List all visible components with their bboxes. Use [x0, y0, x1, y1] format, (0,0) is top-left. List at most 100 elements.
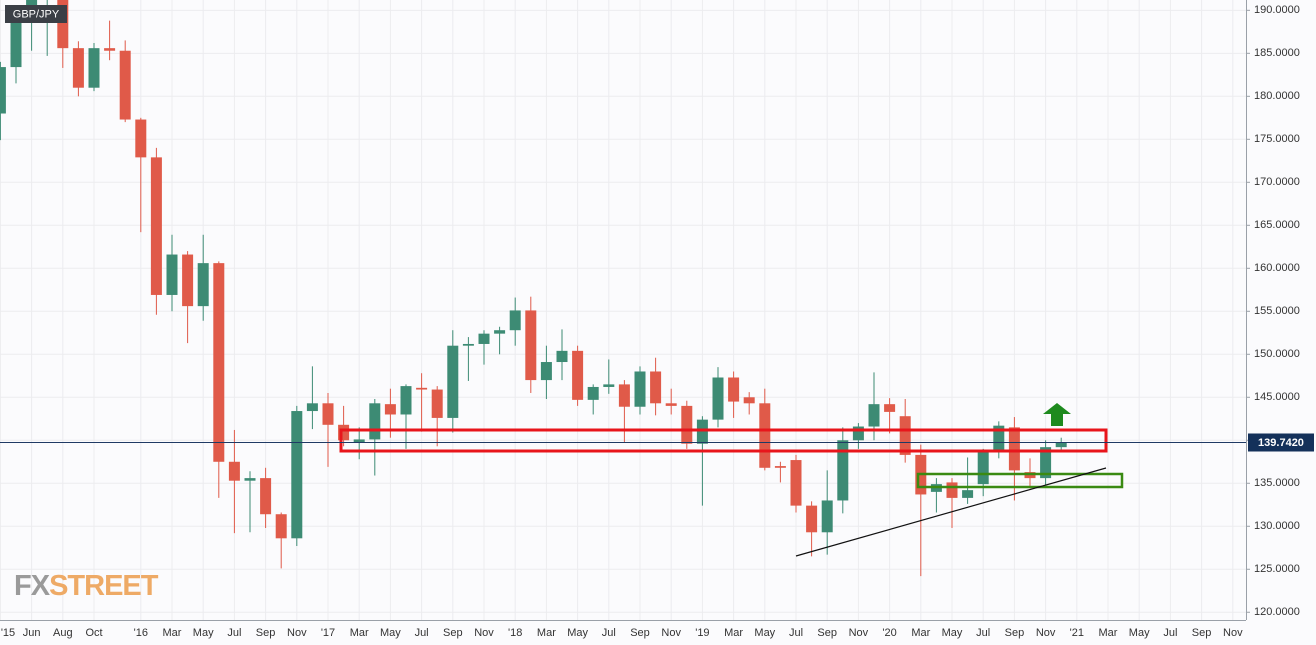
- candle-body: [244, 478, 256, 481]
- logo-fx: FX: [14, 570, 51, 602]
- candle-body: [587, 386, 599, 400]
- candle-body: [852, 426, 864, 441]
- drawings: [339, 403, 1124, 557]
- candle-body: [1008, 427, 1020, 471]
- y-tick-label: 120.0000: [1254, 606, 1300, 618]
- x-tick-label: Nov: [287, 627, 307, 639]
- candle-body: [431, 389, 443, 418]
- y-tick-label: 135.0000: [1254, 477, 1300, 489]
- candle-body: [478, 333, 490, 344]
- candle-body: [228, 461, 240, 481]
- x-tick-label: '16: [134, 627, 148, 639]
- candle-body: [135, 119, 147, 158]
- candle-body: [369, 403, 381, 440]
- x-tick-label: Jul: [789, 627, 803, 639]
- candle-body: [57, 0, 69, 49]
- candle-body: [759, 403, 771, 468]
- candle-body: [213, 263, 225, 462]
- y-tick-label: 180.0000: [1254, 90, 1300, 102]
- y-tick-label: 170.0000: [1254, 176, 1300, 188]
- x-tick-label: Sep: [256, 627, 276, 639]
- candle-body: [353, 439, 365, 442]
- x-tick-label: Sep: [1192, 627, 1212, 639]
- candle-body: [774, 466, 786, 468]
- x-tick-label: '20: [882, 627, 896, 639]
- x-tick-label: Sep: [1005, 627, 1025, 639]
- candle-body: [525, 310, 537, 381]
- y-tick-label: 160.0000: [1254, 262, 1300, 274]
- candle-body: [540, 362, 552, 381]
- x-tick-label: Nov: [1036, 627, 1056, 639]
- x-tick-label: Mar: [724, 627, 743, 639]
- symbol: GBP/JPY: [13, 8, 60, 20]
- x-tick-label: Mar: [1099, 627, 1118, 639]
- up-arrow: [1043, 403, 1071, 426]
- x-tick-label: May: [193, 627, 214, 639]
- x-tick-label: Sep: [443, 627, 463, 639]
- x-tick-label: Aug: [53, 627, 73, 639]
- candle-body: [150, 157, 162, 295]
- x-tick-label: Mar: [537, 627, 556, 639]
- candle-body: [946, 482, 958, 498]
- candle-body: [338, 424, 350, 441]
- candle-body: [275, 514, 287, 539]
- candle-body: [260, 478, 272, 515]
- x-tick-label: Jul: [602, 627, 616, 639]
- candle-body: [821, 500, 833, 533]
- candle-body: [0, 67, 6, 114]
- resistance-zone: [339, 428, 1108, 453]
- candle-body: [509, 310, 521, 331]
- candle-body: [384, 404, 396, 415]
- y-tick-label: 190.0000: [1254, 4, 1300, 16]
- y-tick-label: 130.0000: [1254, 520, 1300, 532]
- candle-body: [884, 404, 896, 412]
- y-tick-label: 145.0000: [1254, 391, 1300, 403]
- candle-body: [10, 18, 22, 68]
- x-tick-label: '19: [695, 627, 709, 639]
- candle-body: [665, 403, 677, 406]
- candle-body: [962, 490, 974, 498]
- x-tick-label: Jul: [976, 627, 990, 639]
- candle-body: [1040, 447, 1052, 479]
- x-tick-label: Nov: [661, 627, 681, 639]
- x-tick-label: May: [567, 627, 588, 639]
- candle-body: [322, 403, 334, 425]
- candle-body: [712, 377, 724, 420]
- y-tick-label: 185.0000: [1254, 47, 1300, 59]
- x-tick-label: May: [380, 627, 401, 639]
- x-tick-label: Mar: [163, 627, 182, 639]
- y-tick-label: 155.0000: [1254, 305, 1300, 317]
- logo: FXSTREET: [14, 570, 159, 602]
- x-tick-label: Nov: [474, 627, 494, 639]
- candle-body: [72, 48, 84, 88]
- candle-body: [634, 371, 646, 407]
- x-tick-label: Mar: [350, 627, 369, 639]
- candle-body: [837, 440, 849, 501]
- candle-body: [993, 425, 1005, 451]
- symbol-badge: [5, 5, 67, 23]
- y-tick-label: 150.0000: [1254, 348, 1300, 360]
- trend-line: [795, 467, 1107, 557]
- candle-body: [603, 384, 615, 387]
- candle-body: [650, 371, 662, 404]
- candle-body: [790, 460, 802, 506]
- candle-body: [618, 384, 630, 407]
- candle-body: [166, 254, 178, 295]
- candle-body: [1055, 442, 1067, 448]
- candle-body: [416, 387, 428, 390]
- candle-body: [447, 345, 459, 418]
- support-zone: [916, 472, 1124, 489]
- candle-body: [291, 411, 303, 539]
- candle-body: [728, 377, 740, 402]
- x-tick-label: '17: [321, 627, 335, 639]
- x-tick-label: Oct: [85, 627, 102, 639]
- candle-body: [681, 405, 693, 444]
- candle-body: [197, 263, 209, 307]
- candle-body: [400, 386, 412, 415]
- candle-body: [806, 505, 818, 533]
- candle-body: [977, 450, 989, 485]
- x-tick-label: Sep: [630, 627, 650, 639]
- candle-body: [182, 254, 194, 307]
- candle-body: [119, 50, 131, 120]
